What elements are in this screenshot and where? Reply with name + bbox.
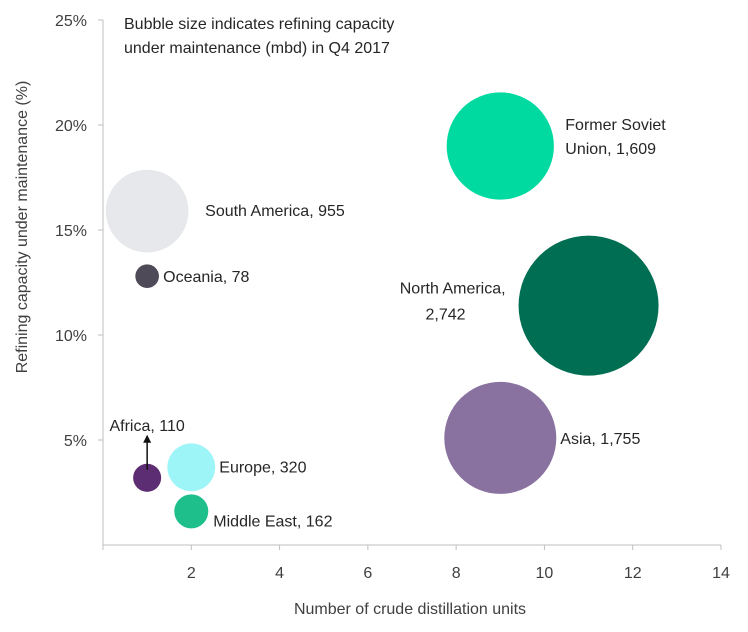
bubble-label-middle-east: Middle East, 162 — [213, 513, 332, 530]
bubble-north-america — [518, 235, 659, 376]
annotation-line-2: under maintenance (mbd) in Q4 2017 — [124, 40, 390, 57]
bubble-label-line: Middle East, 162 — [213, 513, 332, 530]
bubble-label-europe: Europe, 320 — [219, 459, 306, 476]
bubble-label-line: Asia, 1,755 — [560, 431, 640, 448]
bubble-asia — [444, 381, 557, 494]
bubble-label-north-america: North America, 2,742 — [400, 281, 506, 324]
x-axis-title: Number of crude distillation units — [294, 601, 526, 618]
bubble-label-line: Africa, 110 — [109, 418, 184, 435]
y-tick-label: 25% — [55, 13, 87, 30]
bubbles — [105, 92, 659, 529]
bubble-label-line: 2,742 — [426, 307, 466, 324]
bubble-label-line: Former Soviet — [565, 117, 666, 134]
y-tick-label: 5% — [64, 433, 87, 450]
x-tick-label: 4 — [275, 565, 284, 582]
bubble-south-america — [105, 169, 189, 253]
x-tick-label: 2 — [187, 565, 196, 582]
bubble-label-line: North America, — [400, 281, 506, 298]
arrow-head-icon — [143, 434, 152, 443]
bubble-label-former-soviet-union: Former Soviet Union, 1,609 — [565, 117, 666, 158]
y-tick-label: 15% — [55, 223, 87, 240]
bubble-labels: Former Soviet Union, 1,609 South America, … — [109, 117, 666, 530]
bubble-label-oceania: Oceania, 78 — [163, 269, 249, 286]
axes: 5% 10% 15% 20% 25% 2 4 6 8 10 12 14 — [55, 13, 730, 582]
x-tick-label: 8 — [452, 565, 461, 582]
bubble-middle-east — [174, 494, 209, 529]
x-tick-label: 10 — [536, 565, 554, 582]
bubble-former-soviet-union — [446, 92, 554, 200]
bubble-africa — [133, 463, 162, 492]
bubble-label-south-america: South America, 955 — [205, 203, 345, 220]
y-tick-label: 20% — [55, 118, 87, 135]
x-tick-label: 12 — [624, 565, 642, 582]
y-axis-title: Refining capacity under maintenance (%) — [14, 81, 31, 374]
bubble-label-line: South America, 955 — [205, 203, 345, 220]
x-tick-label: 6 — [363, 565, 372, 582]
bubble-europe — [167, 443, 216, 492]
bubble-label-line: Oceania, 78 — [163, 269, 249, 286]
x-tick-label: 14 — [712, 565, 730, 582]
bubble-label-line: Union, 1,609 — [565, 141, 656, 158]
bubble-oceania — [135, 264, 159, 289]
bubble-label-africa: Africa, 110 — [109, 418, 184, 435]
y-tick-label: 10% — [55, 328, 87, 345]
bubble-label-line: Europe, 320 — [219, 459, 306, 476]
annotation-line-1: Bubble size indicates refining capacity — [124, 16, 394, 33]
bubble-label-asia: Asia, 1,755 — [560, 431, 640, 448]
